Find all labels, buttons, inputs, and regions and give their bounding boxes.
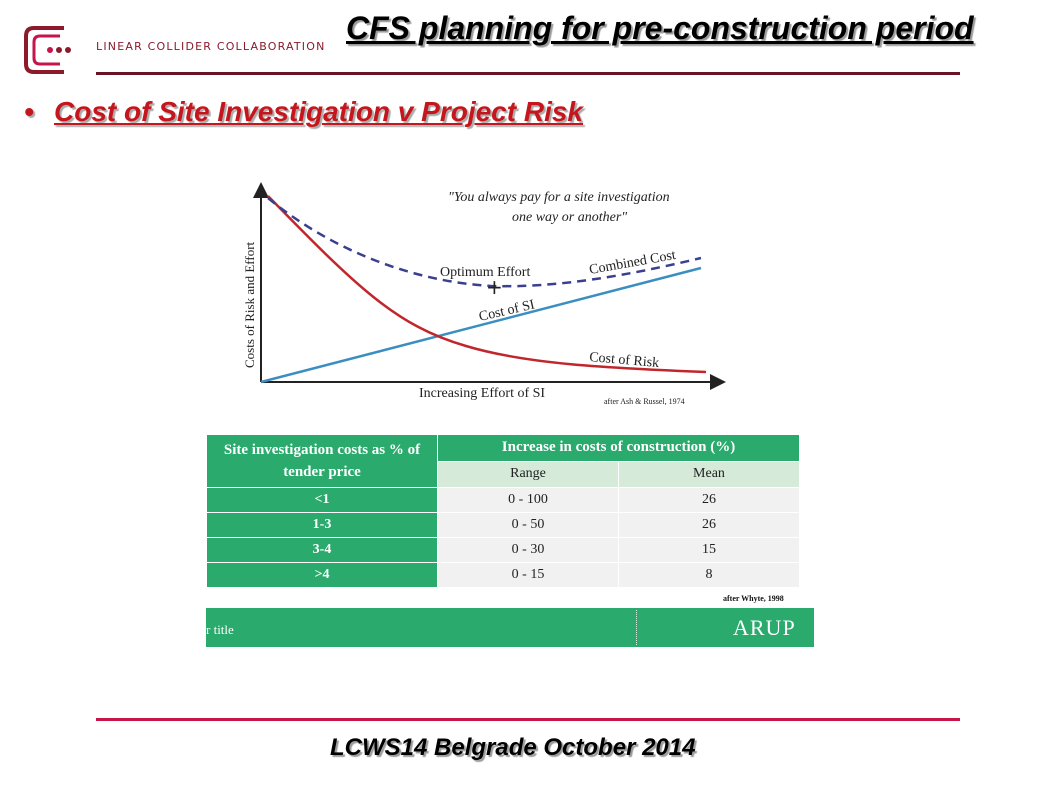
header-si-cost: Site investigation costs as % of tender … bbox=[206, 434, 438, 488]
table-row: >4 0 - 15 8 bbox=[206, 562, 800, 588]
subheader-mean: Mean bbox=[618, 460, 800, 488]
bottom-divider bbox=[96, 718, 960, 721]
table-source: after Whyte, 1998 bbox=[723, 594, 784, 603]
cost-of-risk-curve bbox=[267, 195, 707, 374]
subheader-range-text: Range bbox=[510, 466, 546, 482]
top-divider bbox=[96, 72, 960, 75]
cell-range: 0 - 15 bbox=[437, 562, 619, 588]
logo-inner-arc bbox=[32, 34, 60, 66]
subheader-range: Range bbox=[437, 460, 619, 488]
cell-pct: 1-3 bbox=[206, 512, 438, 538]
header-si-cost-text: Site investigation costs as % of tender … bbox=[223, 442, 421, 480]
chart-source: after Ash & Russel, 1974 bbox=[604, 397, 685, 406]
logo-dot-2 bbox=[56, 47, 62, 53]
cell-mean: 26 bbox=[618, 487, 800, 513]
bullet-item: • Cost of Site Investigation v Project Ri… bbox=[24, 96, 583, 128]
lcc-logo bbox=[24, 26, 71, 74]
annotation-combined: Combined Cost bbox=[588, 248, 677, 278]
cell-pct: >4 bbox=[206, 562, 438, 588]
table-row: <1 0 - 100 26 bbox=[206, 487, 800, 513]
header-increase: Increase in costs of construction (%) bbox=[437, 434, 800, 462]
cell-range: 0 - 50 bbox=[437, 512, 619, 538]
cell-range: 0 - 30 bbox=[437, 537, 619, 563]
logo-text: LINEAR COLLIDER COLLABORATION bbox=[96, 40, 326, 53]
subheader-mean-text: Mean bbox=[693, 466, 725, 482]
cell-mean: 15 bbox=[618, 537, 800, 563]
annotation-cost-risk: Cost of Risk bbox=[589, 350, 660, 371]
figure-footer-text: r title bbox=[206, 622, 234, 637]
table-row: 3-4 0 - 30 15 bbox=[206, 537, 800, 563]
cell-range: 0 - 100 bbox=[437, 487, 619, 513]
chart-quote-line1: "You always pay for a site investigation bbox=[448, 190, 670, 205]
table-row: 1-3 0 - 50 26 bbox=[206, 512, 800, 538]
figure-footer-bar bbox=[206, 608, 814, 647]
cell-mean: 26 bbox=[618, 512, 800, 538]
logo-dot-1 bbox=[47, 47, 53, 53]
bullet-text: Cost of Site Investigation v Project Ris… bbox=[54, 96, 584, 127]
figure-image: + "You always pay for a site investigati… bbox=[206, 176, 816, 651]
cost-of-si-line bbox=[260, 266, 702, 384]
x-axis-label: Increasing Effort of SI bbox=[419, 386, 545, 401]
figure-footer-divider bbox=[636, 610, 638, 645]
bullet-icon: • bbox=[24, 96, 34, 127]
logo-outer-arc bbox=[24, 26, 64, 74]
chart-quote-line2: one way or another" bbox=[512, 210, 627, 225]
arup-logo: ARUP bbox=[733, 615, 796, 640]
y-axis-label: Costs of Risk and Effort bbox=[242, 241, 257, 368]
risk-chart: + "You always pay for a site investigati… bbox=[242, 182, 726, 406]
cell-pct: <1 bbox=[206, 487, 438, 513]
combined-cost-curve bbox=[267, 197, 702, 288]
header-increase-text: Increase in costs of construction (%) bbox=[501, 439, 736, 456]
annotation-cost-si: Cost of SI bbox=[478, 297, 537, 324]
logo-dot-3 bbox=[65, 47, 71, 53]
event-footer: LCWS14 Belgrade October 2014 bbox=[330, 734, 696, 761]
slide-title: CFS planning for pre-construction period bbox=[346, 10, 974, 46]
annotation-optimum: Optimum Effort bbox=[440, 265, 530, 280]
cell-mean: 8 bbox=[618, 562, 800, 588]
si-cost-table: Site investigation costs as % of tender … bbox=[206, 434, 800, 588]
optimum-marker-icon: + bbox=[486, 275, 503, 299]
cell-pct: 3-4 bbox=[206, 537, 438, 563]
